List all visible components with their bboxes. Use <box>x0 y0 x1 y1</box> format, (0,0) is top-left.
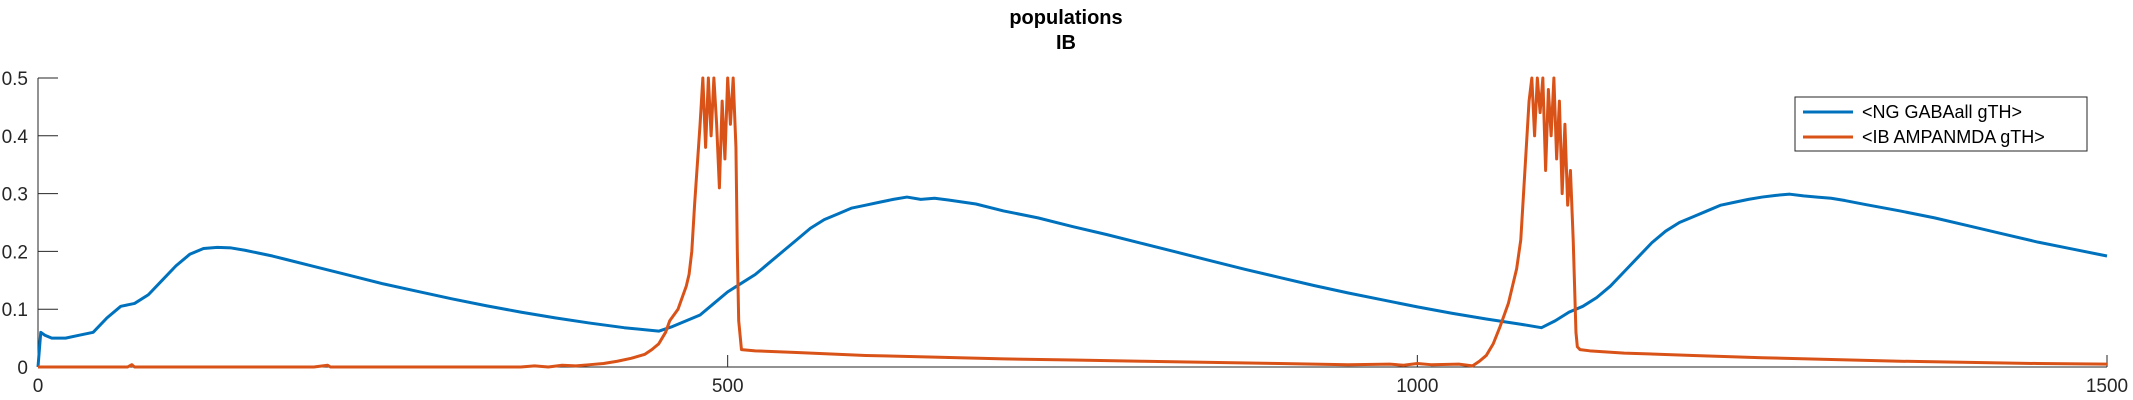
series-line-ng-gabaall <box>36 192 2108 368</box>
y-tick-label: 0.3 <box>2 185 28 206</box>
y-tick-label: 0 <box>17 358 28 379</box>
x-tick-label: 1500 <box>2086 376 2128 397</box>
x-tick-label: 0 <box>33 376 44 397</box>
x-tick-label: 1000 <box>1396 376 1438 397</box>
x-tick-label: 500 <box>712 376 744 397</box>
series-line-ib-ampanmda <box>38 76 2108 369</box>
legend-label-ib-ampanmda: <IB AMPANMDA gTH> <box>1862 127 2045 147</box>
legend: <NG GABAall gTH> <IB AMPANMDA gTH> <box>1794 96 2088 152</box>
legend-box <box>1794 96 2088 152</box>
tick-group: 0 500 1000 1500 0 0.1 0.2 0.3 0.4 0.5 <box>2 69 2129 397</box>
y-tick-label: 0.5 <box>2 69 28 90</box>
chart-title: populations <box>1009 7 1122 29</box>
chart-subtitle: IB <box>1056 32 1076 54</box>
y-tick-label: 0.4 <box>2 127 29 148</box>
y-tick-label: 0.2 <box>2 242 28 263</box>
y-tick-label: 0.1 <box>2 300 28 321</box>
plot-area <box>36 76 2108 369</box>
legend-label-ng-gabaall: <NG GABAall gTH> <box>1862 102 2022 122</box>
